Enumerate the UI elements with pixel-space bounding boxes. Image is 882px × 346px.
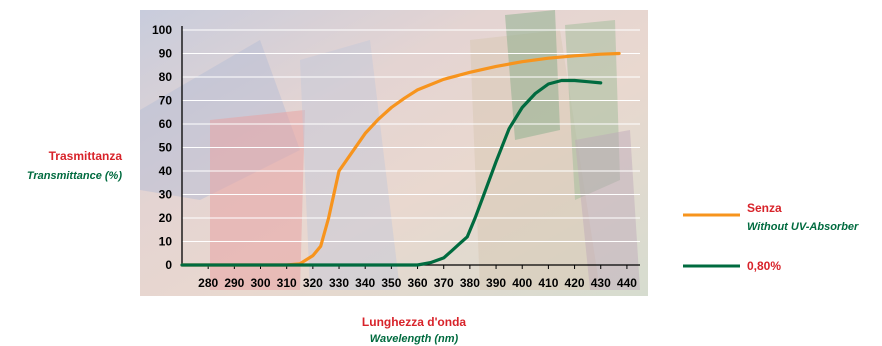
legend: Senza Without UV-Absorber 0,80%	[683, 201, 859, 273]
grid-lines	[182, 29, 640, 242]
x-tick-label: 410	[538, 276, 558, 290]
x-tick-label: 370	[434, 276, 454, 290]
x-axis-subtitle: Wavelength (nm)	[370, 333, 459, 345]
x-tick-label: 340	[355, 276, 375, 290]
x-tick-label: 420	[565, 276, 585, 290]
y-tick-label: 70	[159, 94, 173, 108]
x-tick-label: 430	[591, 276, 611, 290]
legend-label-senza: Senza	[747, 201, 782, 215]
legend-label-080: 0,80%	[747, 259, 781, 273]
y-tick-label: 30	[159, 188, 173, 202]
y-tick-label: 90	[159, 47, 173, 61]
legend-item-080: 0,80%	[683, 259, 781, 273]
x-axis-title: Lunghezza d'onda	[362, 315, 467, 329]
y-tick-label: 60	[159, 117, 173, 131]
x-tick-label: 280	[198, 276, 218, 290]
y-tick-label: 100	[152, 23, 172, 37]
x-tick-label: 330	[329, 276, 349, 290]
y-tick-label: 50	[159, 141, 173, 155]
y-tick-label: 80	[159, 70, 173, 84]
y-tick-label: 40	[159, 164, 173, 178]
x-tick-label: 380	[460, 276, 480, 290]
legend-item-senza: Senza Without UV-Absorber	[683, 201, 859, 233]
series-line-080	[180, 78, 603, 267]
x-tick-label: 310	[277, 276, 297, 290]
chart-background	[140, 10, 648, 296]
y-axis-subtitle: Transmittance (%)	[27, 170, 122, 182]
y-tick-labels: 0 10 20 30 40 50 60 70 80 90 100	[152, 23, 172, 272]
x-tick-label: 350	[381, 276, 401, 290]
x-tick-label: 400	[512, 276, 532, 290]
y-tick-label: 10	[159, 235, 173, 249]
x-tick-label: 440	[617, 276, 637, 290]
series-line-senza	[180, 51, 621, 267]
y-tick-label: 0	[165, 258, 172, 272]
x-tick-label: 300	[250, 276, 270, 290]
legend-sublabel-senza: Without UV-Absorber	[747, 221, 859, 233]
x-tick-label: 290	[224, 276, 244, 290]
x-tick-label: 320	[303, 276, 323, 290]
y-axis-title: Trasmittanza	[49, 149, 123, 163]
x-tick-label: 360	[408, 276, 428, 290]
x-tick-labels: 280 290 300 310 320 330 340 350 360 370 380 390 400 4…	[198, 276, 637, 290]
series-lines	[180, 51, 621, 267]
y-tick-label: 20	[159, 211, 173, 225]
x-tick-label: 390	[486, 276, 506, 290]
